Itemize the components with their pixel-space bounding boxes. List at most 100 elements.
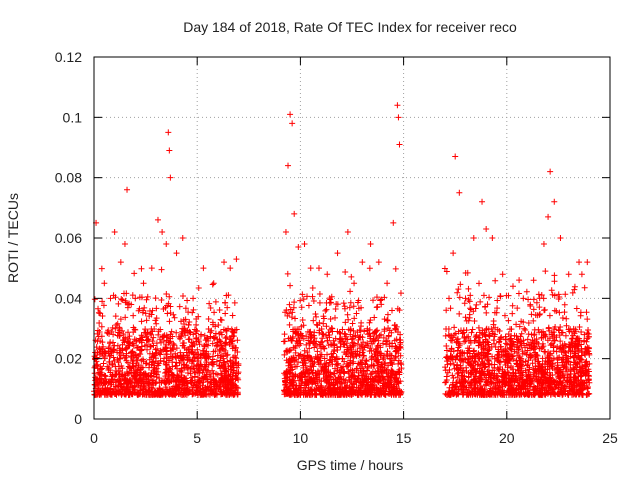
data-point (134, 390, 141, 397)
data-point (540, 241, 547, 248)
data-point (365, 382, 372, 389)
data-point (475, 354, 482, 361)
data-point (447, 305, 454, 312)
data-point (136, 335, 143, 342)
data-point (148, 331, 155, 338)
data-point (358, 365, 365, 372)
data-point (395, 379, 402, 386)
data-point (353, 378, 360, 385)
data-point (460, 327, 467, 334)
data-point (561, 374, 568, 381)
data-point (316, 358, 323, 365)
data-point (345, 362, 352, 369)
data-point (548, 287, 555, 294)
data-point (345, 390, 352, 397)
x-tick-label: 10 (293, 430, 309, 446)
data-point (465, 285, 472, 292)
data-point (166, 147, 173, 154)
data-point (172, 350, 179, 357)
data-point (327, 316, 334, 323)
data-point (146, 313, 153, 320)
data-point (569, 391, 576, 398)
data-point (99, 339, 106, 346)
data-point (212, 323, 219, 330)
data-point (546, 375, 553, 382)
data-point (124, 370, 131, 377)
data-point (470, 235, 477, 241)
data-point (571, 283, 578, 290)
data-point (282, 228, 289, 235)
data-point (570, 387, 577, 394)
data-point (485, 341, 492, 348)
data-point (552, 383, 559, 390)
data-point (189, 349, 196, 356)
data-point (320, 331, 327, 338)
data-point (291, 357, 298, 364)
data-point (460, 376, 467, 383)
data-point (330, 337, 337, 344)
data-point (316, 290, 323, 297)
data-point (573, 364, 580, 371)
data-point (194, 368, 201, 375)
data-point (477, 339, 484, 346)
data-point (547, 342, 554, 349)
data-point (125, 379, 132, 386)
data-point (126, 378, 133, 385)
data-point (162, 360, 169, 367)
data-point (310, 375, 317, 382)
data-point (337, 343, 344, 350)
data-point (584, 377, 591, 384)
data-point (109, 360, 116, 367)
data-point (135, 390, 142, 397)
data-point (441, 265, 448, 272)
data-point (468, 329, 475, 336)
data-point (327, 296, 334, 303)
data-point (532, 353, 539, 360)
data-point (381, 316, 388, 323)
data-point (570, 379, 577, 386)
data-point (585, 326, 592, 333)
data-point (528, 342, 535, 349)
data-point (376, 373, 383, 380)
data-point (504, 360, 511, 367)
data-point (232, 327, 239, 334)
data-point (94, 361, 101, 368)
data-point (390, 381, 397, 388)
data-point (203, 361, 210, 368)
data-point (167, 309, 174, 316)
data-point (523, 342, 530, 349)
data-point (193, 362, 200, 369)
data-point (581, 380, 588, 387)
data-point (539, 369, 546, 376)
data-point (467, 379, 474, 386)
data-point (131, 386, 138, 393)
data-point (286, 356, 293, 363)
data-point (559, 329, 566, 336)
data-point (464, 379, 471, 386)
data-point (324, 337, 331, 344)
data-point (123, 386, 130, 393)
data-point (150, 373, 157, 380)
data-point (528, 311, 535, 318)
data-point (122, 354, 129, 361)
data-point (572, 338, 579, 345)
data-point (388, 375, 395, 382)
data-point (197, 361, 204, 368)
data-point (344, 311, 351, 318)
data-point (367, 317, 374, 324)
data-point (552, 391, 559, 398)
data-point (529, 360, 536, 367)
data-point (314, 348, 321, 355)
data-point (123, 290, 130, 297)
data-point (368, 354, 375, 361)
data-point (370, 362, 377, 369)
data-point (563, 322, 570, 329)
data-point (153, 320, 160, 327)
data-point (130, 312, 137, 319)
data-point (509, 302, 516, 309)
data-point (147, 343, 154, 350)
data-point (154, 216, 161, 223)
data-point (395, 114, 402, 121)
data-point (190, 382, 197, 389)
data-point (138, 364, 145, 371)
